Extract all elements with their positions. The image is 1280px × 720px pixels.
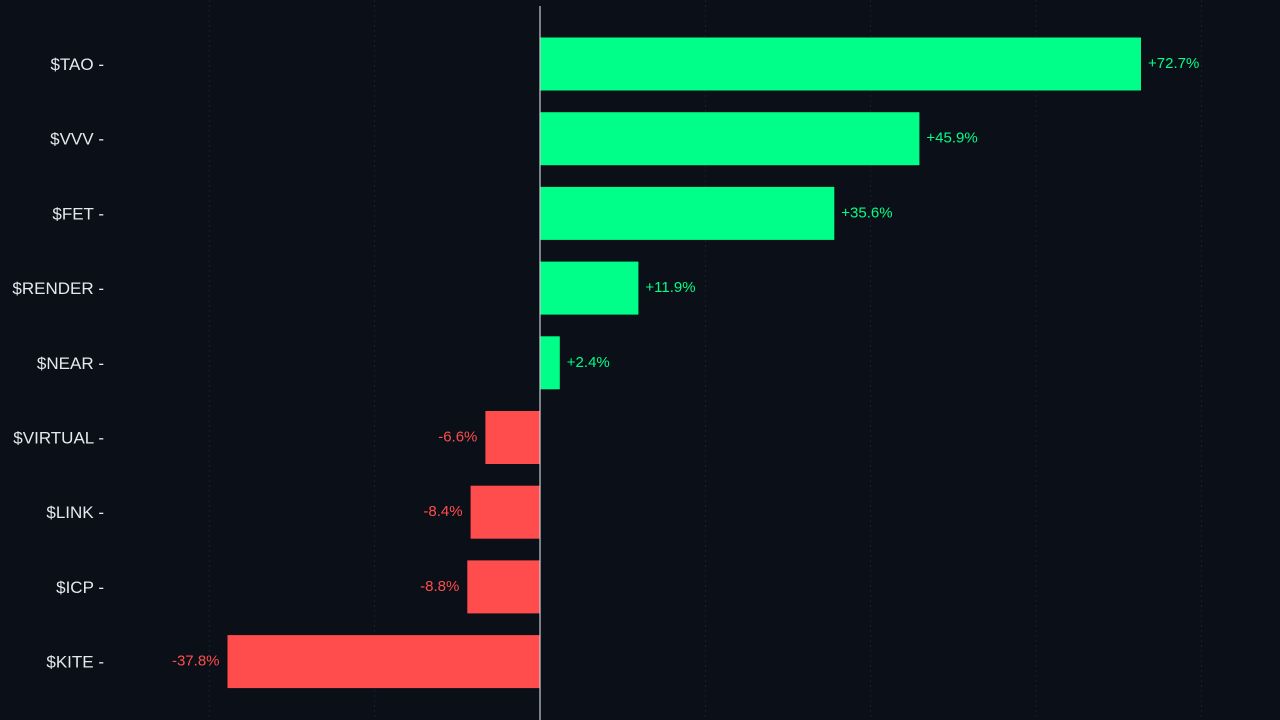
value-label: +2.4% — [567, 354, 610, 371]
category-label: $FET - — [52, 204, 104, 223]
bar-near — [540, 336, 560, 390]
category-label: $LINK - — [46, 503, 104, 522]
category-label: $ICP - — [56, 578, 104, 597]
value-label: -37.8% — [172, 653, 220, 670]
value-label: -6.6% — [438, 429, 477, 446]
value-label: +11.9% — [645, 279, 695, 296]
category-label: $KITE - — [46, 653, 104, 672]
category-label: $VVV - — [50, 130, 104, 149]
bar-vvv — [540, 112, 920, 166]
bar-fet — [540, 186, 835, 240]
bar-icp — [467, 560, 540, 614]
value-label: -8.4% — [423, 503, 462, 520]
category-label: $TAO - — [50, 55, 104, 74]
bar-render — [540, 261, 639, 315]
value-label: +72.7% — [1148, 55, 1199, 72]
bar-tao — [540, 37, 1141, 91]
value-label: -8.8% — [420, 578, 459, 595]
value-label: +35.6% — [841, 204, 892, 221]
grid-layer — [208, 0, 1202, 720]
bar-link — [470, 485, 540, 539]
value-label: +45.9% — [926, 130, 977, 147]
bar-virtual — [485, 411, 540, 464]
bar-kite — [227, 635, 540, 689]
category-label: $NEAR - — [37, 354, 104, 373]
bar-layer — [227, 37, 1141, 689]
label-layer: $TAO - +72.7% $VVV - +45.9% $FET - +35.6% $REN… — [12, 55, 1199, 672]
category-label: $RENDER - — [12, 279, 104, 298]
category-label: $VIRTUAL - — [13, 429, 104, 448]
